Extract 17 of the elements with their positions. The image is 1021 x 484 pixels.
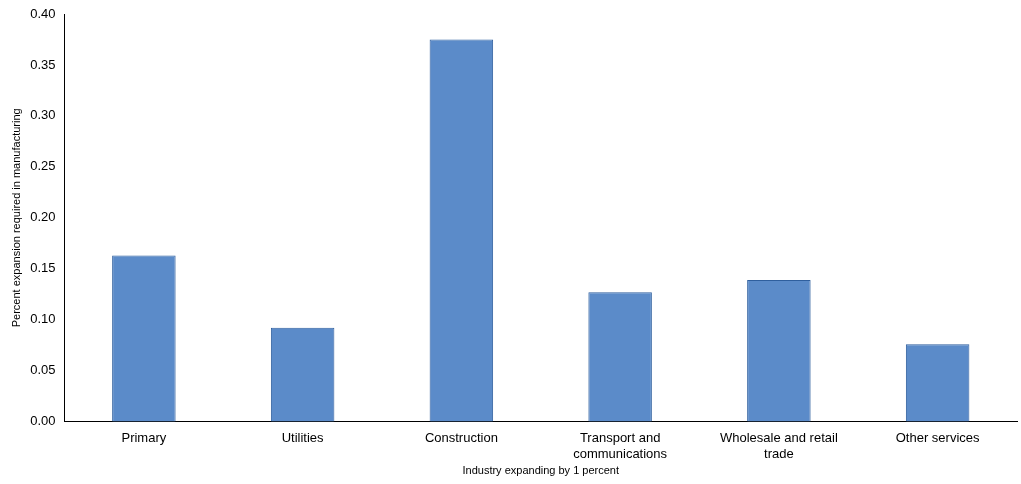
- y-tick-label: 0.25: [30, 158, 56, 174]
- y-tick-label: 0.30: [30, 107, 56, 123]
- y-axis-title: Percent expansion required in manufacturing: [9, 108, 22, 328]
- x-tick-label: Primary: [121, 429, 167, 445]
- x-tick-label: Wholesale and retail trade: [719, 429, 838, 461]
- y-tick-label: 0.10: [30, 311, 56, 327]
- x-tick-label: Construction: [424, 429, 498, 445]
- x-tick-label: Other services: [895, 429, 981, 445]
- y-tick-label: 0.35: [30, 56, 56, 72]
- x-tick-label: Utilities: [281, 429, 325, 445]
- y-tick-label: 0.00: [30, 413, 56, 429]
- y-tick-label: 0.40: [30, 5, 56, 21]
- y-tick-label: 0.05: [30, 362, 56, 378]
- y-tick-label: 0.15: [30, 260, 56, 276]
- y-tick-label: 0.20: [30, 209, 56, 225]
- x-tick-label: Transport and communications: [573, 429, 668, 461]
- x-axis-title: Industry expanding by 1 percent: [462, 464, 620, 477]
